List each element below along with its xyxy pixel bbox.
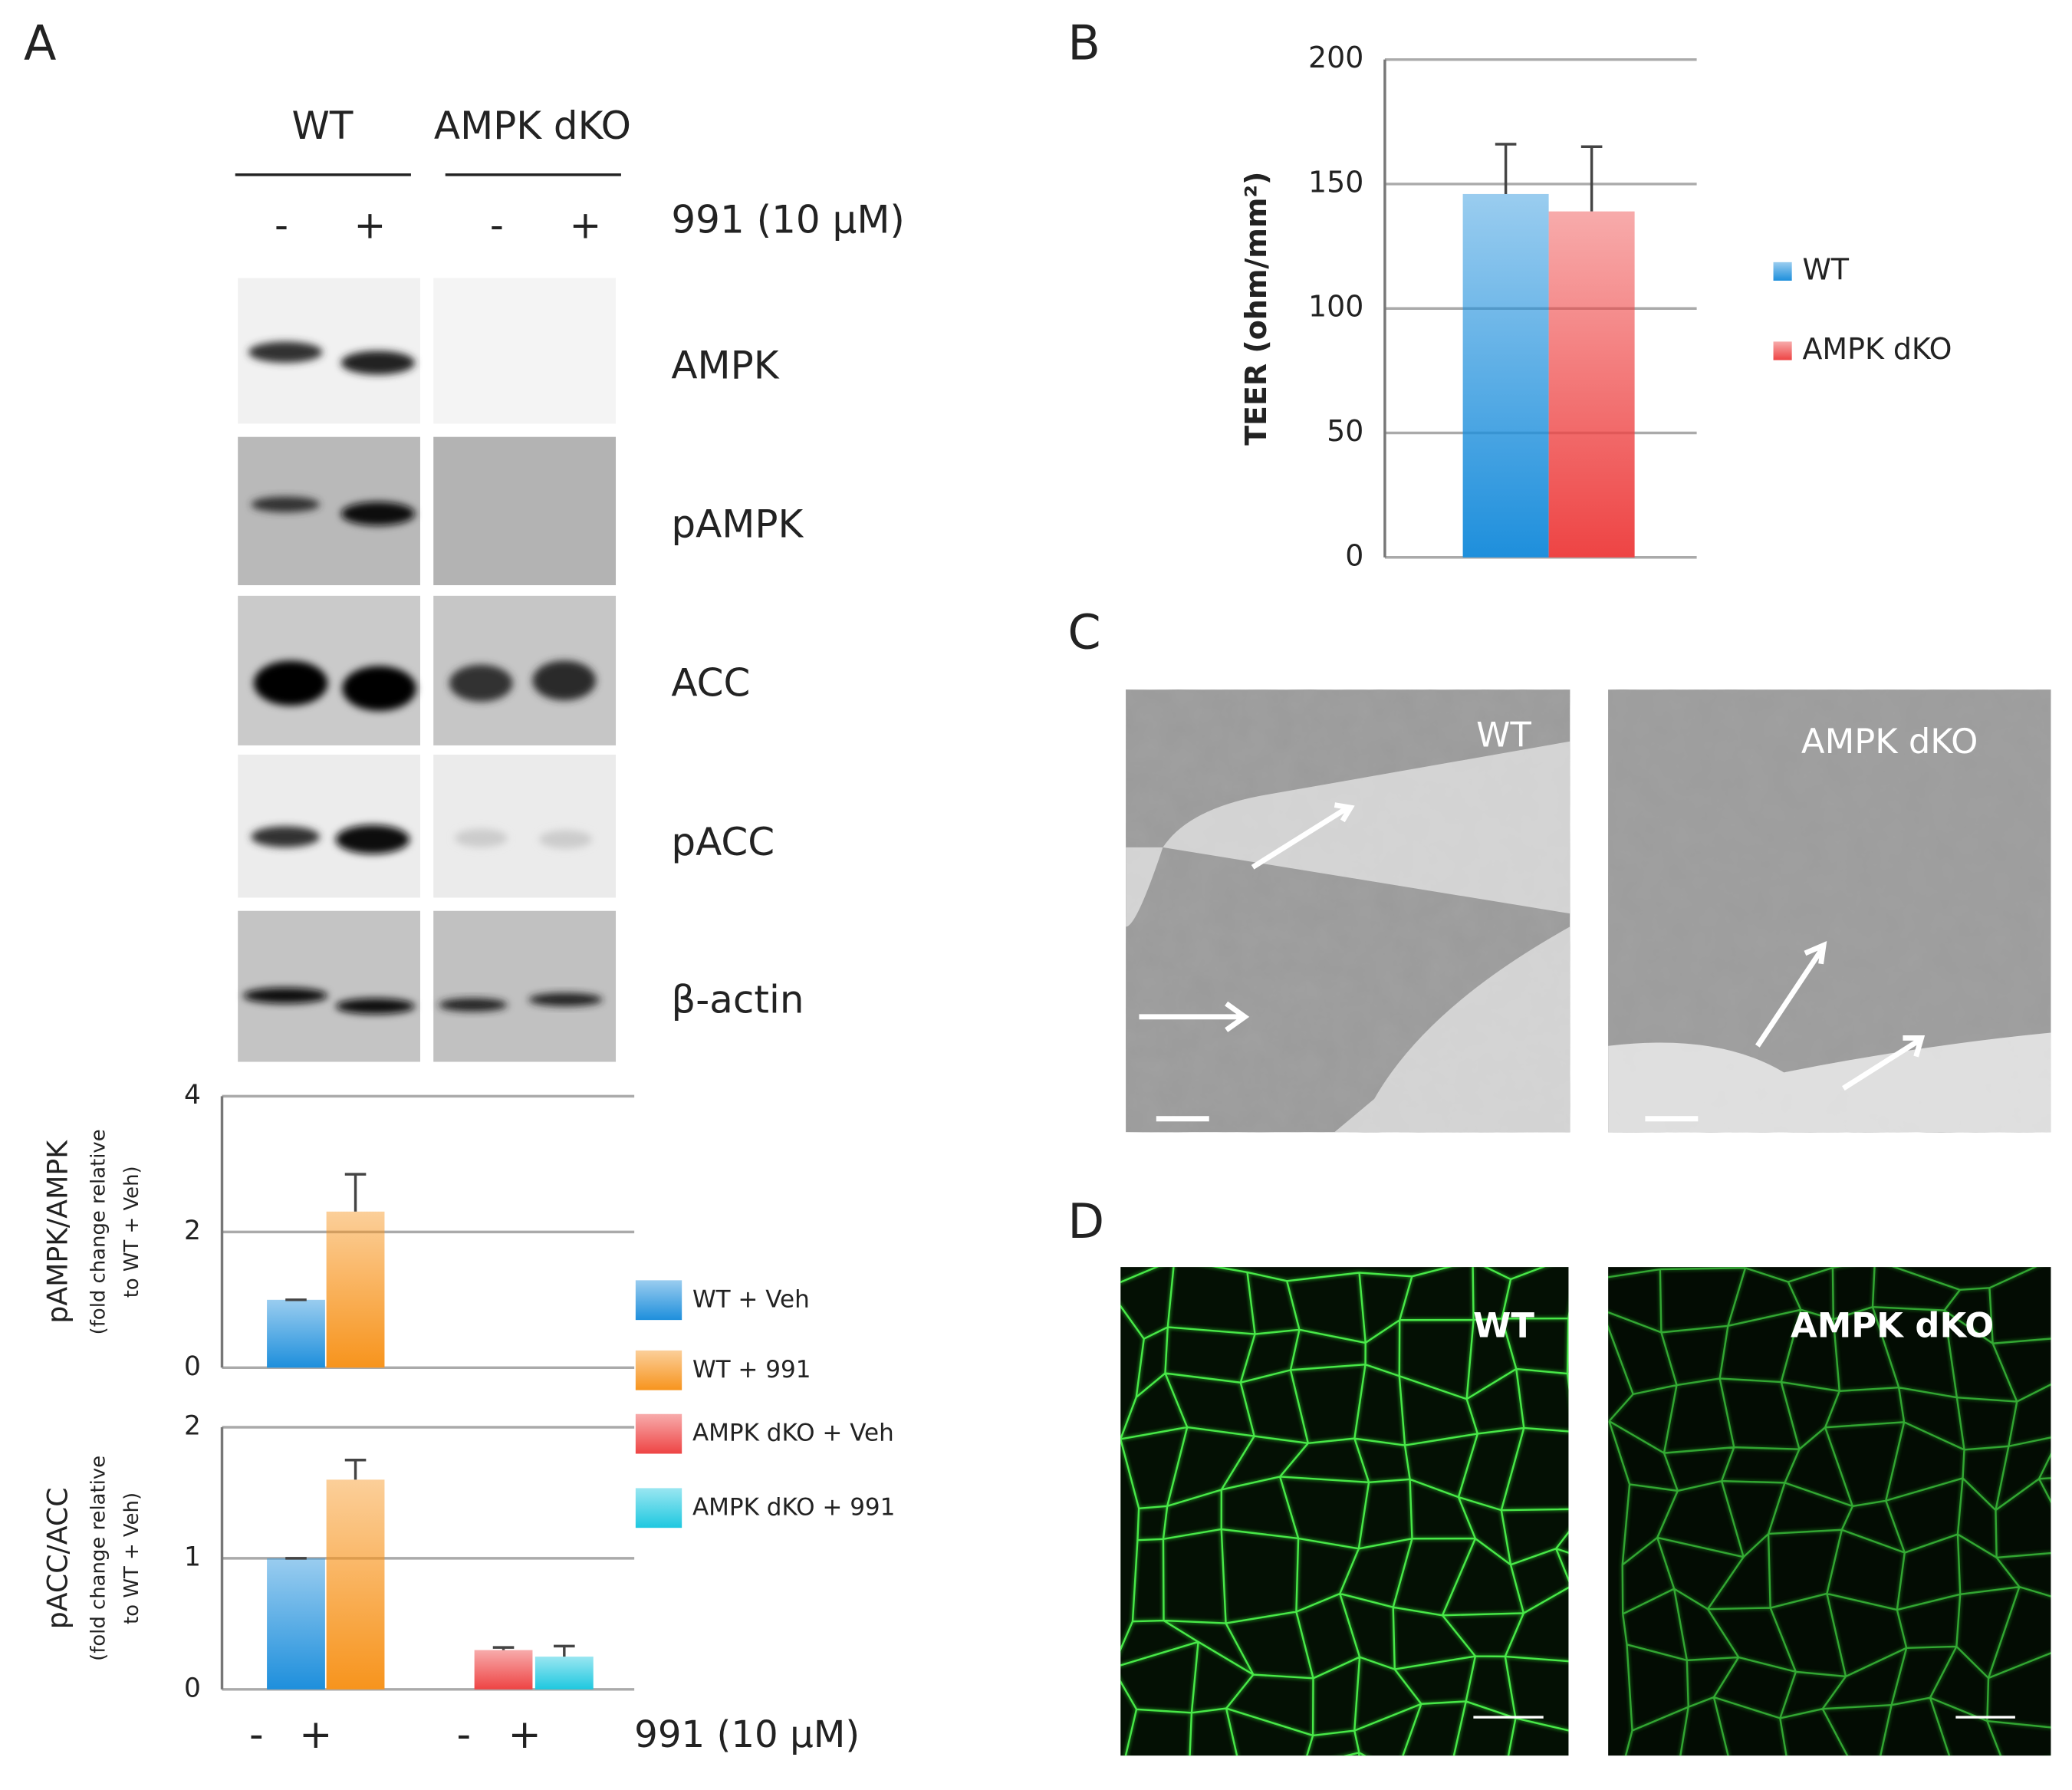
y-tick-label: 0 — [184, 1351, 201, 1382]
cell-border — [1120, 1267, 1569, 1756]
legend-swatch — [635, 1350, 682, 1390]
y-tick-label: 1 — [184, 1542, 201, 1572]
blot-row-label: β-actin — [671, 977, 804, 1022]
y-axis-note: to WT + Veh) — [120, 1492, 143, 1624]
panel-label: C — [1067, 604, 1100, 660]
bar — [1462, 193, 1549, 558]
y-tick-label: 50 — [1327, 414, 1363, 448]
x-tick-label: - — [249, 1712, 264, 1758]
treatment-sign: - — [275, 202, 288, 247]
bar — [474, 1650, 533, 1690]
panel-label: D — [1067, 1193, 1104, 1249]
y-tick-label: 200 — [1308, 41, 1363, 74]
cell-borders — [1120, 1267, 1569, 1756]
x-tick-label: + — [299, 1712, 332, 1758]
bar — [326, 1479, 385, 1690]
y-tick-label: 4 — [184, 1080, 201, 1111]
cell-border — [1608, 1267, 2051, 1756]
bar — [267, 1558, 325, 1690]
x-axis-label: 991 (10 µM) — [634, 1713, 860, 1756]
blot-row-label: AMPK — [671, 343, 779, 387]
em-image — [1608, 689, 2051, 1133]
bar — [267, 1299, 325, 1368]
y-tick-label: 2 — [184, 1216, 201, 1246]
treatment-label: 991 (10 µM) — [671, 197, 905, 242]
blot-row-label: ACC — [671, 661, 750, 706]
legend-swatch — [1773, 341, 1792, 360]
group-label: WT — [292, 104, 354, 148]
legend-label: WT + 991 — [692, 1356, 811, 1384]
treatment-sign: + — [569, 202, 601, 247]
legend-swatch — [635, 1413, 682, 1454]
blot-images — [238, 278, 617, 1062]
image-label: WT — [1473, 1305, 1534, 1345]
legend-label: AMPK dKO + 991 — [692, 1493, 895, 1521]
panel-label: B — [1067, 15, 1100, 71]
x-tick-label: - — [457, 1712, 472, 1758]
y-tick-label: 0 — [1345, 538, 1363, 572]
legend-swatch — [635, 1280, 682, 1321]
bar — [1548, 211, 1635, 558]
cell-borders — [1608, 1267, 2051, 1756]
y-tick-label: 150 — [1308, 165, 1363, 199]
y-axis-label: pAMPK/AMPK — [41, 1140, 74, 1324]
y-axis-label: pACC/ACC — [41, 1487, 74, 1629]
y-axis-note: to WT + Veh) — [120, 1166, 143, 1298]
blot-row-label: pAMPK — [671, 502, 804, 547]
em-image — [1126, 689, 1570, 1133]
y-axis-note: (fold change relative — [87, 1456, 110, 1661]
group-label: AMPK dKO — [434, 104, 631, 148]
legend-label: AMPK dKO + Veh — [692, 1420, 894, 1447]
treatment-sign: - — [490, 202, 504, 247]
image-label: AMPK dKO — [1801, 721, 1978, 762]
y-axis-note: (fold change relative — [87, 1129, 110, 1334]
legend-swatch — [1773, 262, 1792, 281]
bar — [326, 1211, 385, 1368]
panel-label: A — [24, 15, 56, 71]
bar — [534, 1657, 594, 1690]
image-label: AMPK dKO — [1791, 1305, 1994, 1345]
blot-row-label: pACC — [671, 820, 775, 864]
x-tick-label: + — [508, 1712, 541, 1758]
y-tick-label: 0 — [184, 1673, 201, 1703]
legend-swatch — [635, 1488, 682, 1528]
legend-label: WT — [1802, 252, 1849, 286]
image-label: WT — [1476, 715, 1531, 755]
legend-label: WT + Veh — [692, 1285, 810, 1313]
y-tick-label: 2 — [184, 1410, 201, 1441]
y-tick-label: 100 — [1308, 290, 1363, 324]
treatment-sign: + — [354, 202, 386, 247]
y-axis-label: TEER (ohm/mm²) — [1239, 172, 1273, 446]
legend-label: AMPK dKO — [1802, 332, 1952, 366]
